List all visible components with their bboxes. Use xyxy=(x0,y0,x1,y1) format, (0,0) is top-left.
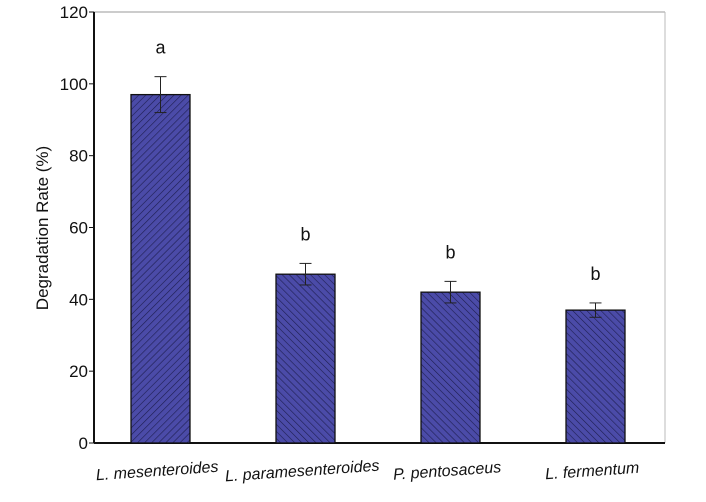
y-tick-label: 60 xyxy=(69,219,88,238)
x-tick-label: L. mesenteroides xyxy=(95,459,219,485)
y-tick-label: 40 xyxy=(69,290,88,309)
bar xyxy=(565,309,626,444)
y-tick-label: 120 xyxy=(60,3,88,22)
significance-letter: b xyxy=(300,224,310,244)
bar xyxy=(275,273,336,444)
bar xyxy=(420,291,481,444)
significance-letter: a xyxy=(155,38,166,58)
y-tick-label: 100 xyxy=(60,75,88,94)
y-axis-label: Degradation Rate (%) xyxy=(33,146,52,310)
y-tick-label: 20 xyxy=(69,362,88,381)
y-tick-label: 80 xyxy=(69,147,88,166)
y-tick-label: 0 xyxy=(79,434,88,453)
significance-letter: b xyxy=(445,242,455,262)
x-tick-label: L. paramesenteroides xyxy=(224,458,380,486)
x-tick-label: P. pentosaceus xyxy=(393,459,502,484)
x-tick-label: L. fermentum xyxy=(545,460,640,484)
bar xyxy=(130,93,191,444)
significance-letter: b xyxy=(590,264,600,284)
